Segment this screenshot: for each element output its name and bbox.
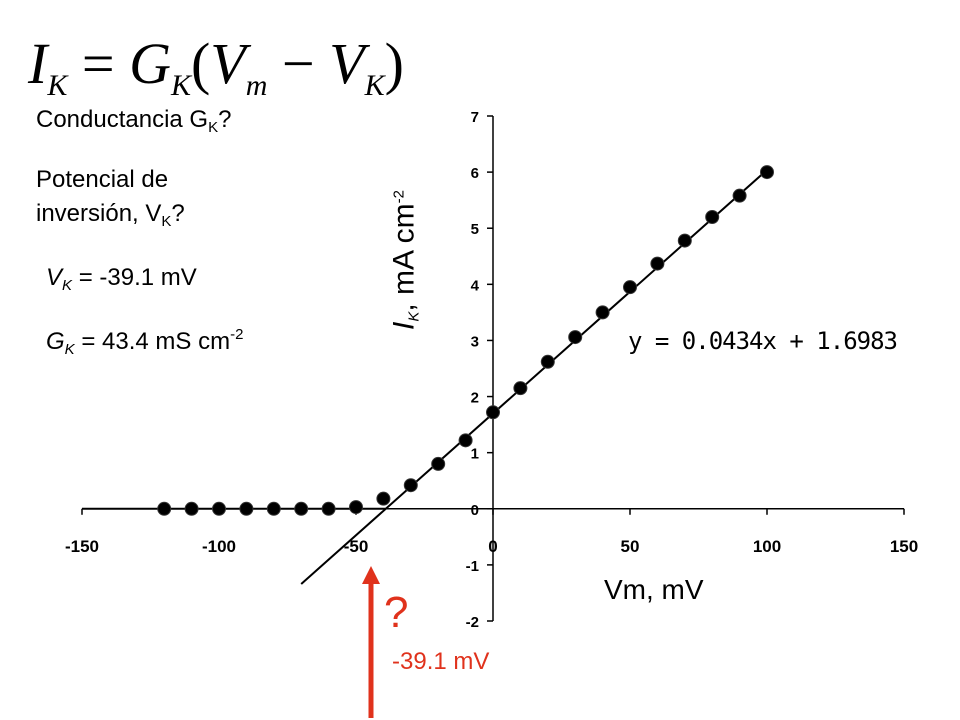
y-tick-label: -1 bbox=[466, 558, 479, 575]
y-label-symbol: I bbox=[387, 321, 421, 331]
data-point bbox=[513, 381, 528, 396]
y-label-sub: K bbox=[405, 311, 423, 322]
vk-symbol: V bbox=[46, 264, 63, 291]
trendline bbox=[300, 169, 768, 585]
data-point bbox=[294, 501, 309, 516]
data-point bbox=[349, 500, 363, 515]
y-tick-label: 0 bbox=[471, 502, 479, 519]
gk-answer: GK = 43.4 mS cm-2 bbox=[46, 326, 243, 358]
data-point bbox=[321, 501, 336, 516]
reversal-question-mark: ? bbox=[384, 588, 409, 637]
data-point bbox=[431, 456, 446, 471]
reversal-value-label: -39.1 mV bbox=[392, 648, 490, 675]
conductance-text: Conductancia G bbox=[36, 106, 209, 133]
y-tick-label: 3 bbox=[471, 333, 479, 350]
gk-symbol: G bbox=[46, 328, 65, 355]
formula-open: ( bbox=[190, 31, 211, 96]
conductance-end: ? bbox=[218, 106, 232, 133]
formula-vm-sub: m bbox=[245, 69, 268, 102]
data-point bbox=[403, 478, 418, 493]
y-label-rest: , mA cm bbox=[387, 203, 421, 312]
data-point bbox=[677, 233, 692, 248]
x-tick-label: -150 bbox=[65, 537, 99, 556]
data-point bbox=[760, 165, 774, 180]
conductance-sub: K bbox=[208, 119, 219, 136]
potential-text: inversión, V bbox=[36, 200, 162, 227]
gk-value: = 43.4 mS cm bbox=[74, 328, 231, 355]
formula-minus: − bbox=[281, 31, 315, 96]
y-tick-label: -2 bbox=[466, 614, 479, 631]
data-point bbox=[239, 501, 254, 516]
x-tick-label: -50 bbox=[344, 537, 369, 556]
data-point bbox=[458, 433, 473, 448]
y-tick-label: 6 bbox=[471, 165, 479, 182]
data-point bbox=[540, 354, 555, 369]
x-axis-label: Vm, mV bbox=[604, 574, 704, 605]
x-tick-label: 100 bbox=[753, 537, 781, 556]
formula-i-sub: K bbox=[47, 69, 68, 102]
y-tick-label: 7 bbox=[471, 109, 479, 126]
potential-question-line1: Potencial de bbox=[36, 166, 169, 193]
reversal-arrow-head bbox=[362, 566, 380, 584]
x-tick-label: -100 bbox=[202, 537, 236, 556]
formula-g: G bbox=[129, 31, 171, 96]
gk-sub: K bbox=[64, 341, 75, 358]
data-point bbox=[732, 188, 747, 203]
vk-sub: K bbox=[62, 277, 73, 294]
data-point bbox=[650, 256, 665, 271]
data-point bbox=[266, 501, 281, 516]
data-point bbox=[595, 305, 610, 320]
data-point bbox=[486, 405, 500, 420]
x-tick-label: 0 bbox=[488, 537, 497, 556]
data-point bbox=[705, 210, 720, 224]
y-tick-label: 5 bbox=[471, 221, 479, 238]
y-tick-label: 4 bbox=[471, 277, 480, 294]
data-point bbox=[376, 491, 391, 506]
formula-vk-sub: K bbox=[364, 69, 385, 102]
potential-question-line2: inversión, VK? bbox=[36, 200, 185, 230]
y-label-sup: -2 bbox=[390, 189, 408, 204]
formula-eq: = bbox=[81, 31, 115, 96]
data-point bbox=[623, 280, 637, 295]
x-tick-label: 150 bbox=[890, 537, 918, 556]
formula-vm: V bbox=[210, 31, 246, 96]
vk-answer: VK = -39.1 mV bbox=[46, 264, 197, 294]
y-axis-label: IK, mA cm-2 bbox=[388, 190, 423, 330]
data-point bbox=[568, 330, 583, 345]
formula-i: I bbox=[28, 31, 48, 96]
potential-end: ? bbox=[171, 200, 185, 227]
y-tick-label: 1 bbox=[471, 446, 479, 463]
vk-value: = -39.1 mV bbox=[72, 264, 197, 291]
current-equation: IK = GK(Vm − VK) bbox=[28, 30, 404, 103]
formula-g-sub: K bbox=[170, 69, 191, 102]
data-point bbox=[184, 501, 199, 516]
data-point bbox=[212, 501, 226, 516]
conductance-question: Conductancia GK? bbox=[36, 106, 231, 136]
x-tick-label: 50 bbox=[621, 537, 640, 556]
data-point bbox=[157, 501, 172, 516]
gk-sup: -2 bbox=[230, 326, 244, 343]
potential-sub: K bbox=[161, 213, 172, 230]
trendline-equation: y = 0.0434x + 1.6983 bbox=[628, 327, 898, 355]
formula-close: ) bbox=[384, 31, 404, 96]
y-tick-label: 2 bbox=[471, 390, 479, 407]
formula-vk: V bbox=[329, 31, 365, 96]
